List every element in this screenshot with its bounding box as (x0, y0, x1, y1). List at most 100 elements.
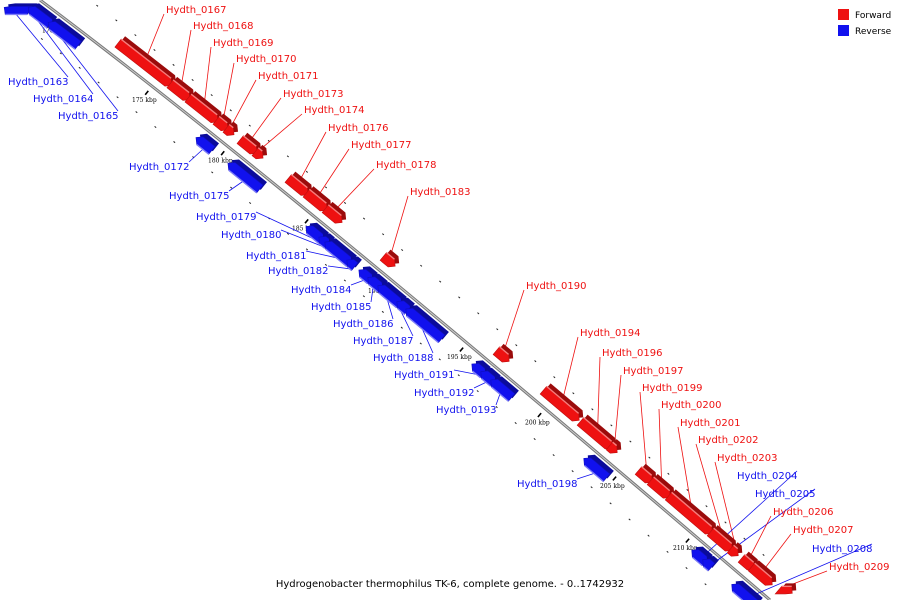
gene-label[interactable]: Hydth_0171 (258, 71, 319, 82)
gene-labels: Hydth_0163 Hydth_0164 Hydth_0165 Hydth_0167… (8, 5, 890, 573)
leader-line (762, 533, 792, 571)
track-dot (305, 170, 309, 173)
scale-tick (612, 476, 617, 481)
gene-arrow (222, 124, 235, 136)
track-dot (496, 328, 499, 331)
track-dot (249, 201, 252, 204)
gene-hydth-0182[interactable] (346, 256, 362, 272)
gene-hydth-0203[interactable] (726, 542, 743, 557)
gene-label[interactable]: Hydth_0165 (58, 111, 119, 122)
gene-label[interactable]: Hydth_0196 (602, 348, 663, 359)
leader-line (614, 374, 622, 444)
leader-line (203, 46, 212, 105)
gene-highlight (702, 566, 709, 572)
gene-label[interactable]: Hydth_0177 (351, 140, 412, 151)
gene-label[interactable]: Hydth_0205 (755, 489, 816, 500)
gene-hydth-0164[interactable] (27, 3, 58, 29)
scale-tick-label: 175 kbp (132, 97, 157, 104)
gene-label[interactable]: Hydth_0209 (829, 562, 890, 573)
gene-label[interactable]: Hydth_0202 (698, 435, 759, 446)
gene-hydth-0205[interactable] (702, 556, 719, 572)
gene-label[interactable]: Hydth_0208 (812, 544, 873, 555)
track-dot (609, 502, 612, 505)
gene-hydth-0188[interactable] (405, 305, 449, 344)
gene-hydth-0201[interactable] (664, 489, 717, 535)
gene-label[interactable]: Hydth_0201 (680, 418, 741, 429)
gene-label[interactable]: Hydth_0185 (311, 302, 372, 313)
gene-hydth-0200[interactable] (646, 473, 675, 499)
gene-label[interactable]: Hydth_0186 (333, 319, 394, 330)
gene-label[interactable]: Hydth_0198 (517, 479, 578, 490)
gene-hydth-0172[interactable] (195, 133, 220, 155)
gene-hydth-0176[interactable] (284, 171, 313, 196)
gene-hydth-0209[interactable] (774, 583, 797, 595)
gene-label[interactable]: Hydth_0203 (717, 453, 778, 464)
gene-highlight (172, 79, 190, 94)
gene-label[interactable]: Hydth_0190 (526, 281, 587, 292)
gene-hydth-0171[interactable] (222, 121, 239, 136)
track-dot (477, 312, 480, 315)
gene-label[interactable]: Hydth_0173 (283, 89, 344, 100)
leader-line (503, 289, 525, 351)
gene-hydth-0183[interactable] (379, 249, 400, 268)
leader-line (400, 311, 414, 337)
track-dot (191, 78, 194, 81)
track-dot (439, 280, 442, 283)
gene-label[interactable]: Hydth_0192 (414, 388, 475, 399)
gene-label[interactable]: Hydth_0193 (436, 405, 497, 416)
gene-hydth-0197[interactable] (605, 439, 622, 454)
gene-highlight (368, 283, 378, 293)
gene-highlight (691, 556, 703, 567)
gene-label[interactable]: Hydth_0175 (169, 191, 230, 202)
gene-label[interactable]: Hydth_0191 (394, 370, 455, 381)
gene-label[interactable]: Hydth_0181 (246, 251, 307, 262)
gene-label[interactable]: Hydth_0204 (737, 471, 798, 482)
gene-label[interactable]: Hydth_0170 (236, 54, 297, 65)
gene-hydth-0194[interactable] (539, 383, 584, 422)
gene-label[interactable]: Hydth_0168 (193, 21, 254, 32)
gene-highlight (327, 204, 342, 217)
leader-line (422, 329, 434, 354)
gene-label[interactable]: Hydth_0182 (268, 266, 329, 277)
gene-hydth-0207[interactable] (747, 560, 777, 586)
gene-hydth-0187[interactable] (396, 297, 415, 315)
gene-hydth-0165[interactable] (47, 18, 86, 50)
gene-hydth-0181[interactable] (324, 238, 357, 267)
gene-label[interactable]: Hydth_0188 (373, 353, 434, 364)
gene-label[interactable]: Hydth_0187 (353, 336, 414, 347)
gene-label[interactable]: Hydth_0172 (129, 162, 190, 173)
track-dot (704, 583, 707, 586)
gene-highlight (325, 248, 348, 267)
gene-label[interactable]: Hydth_0163 (8, 77, 69, 88)
gene-hydth-0193[interactable] (490, 376, 519, 402)
gene-hydth-0190[interactable] (492, 343, 514, 363)
gene-label[interactable]: Hydth_0207 (793, 525, 854, 536)
gene-hydth-0206[interactable] (737, 551, 759, 571)
gene-hydth-0175[interactable] (227, 159, 267, 194)
gene-label[interactable]: Hydth_0194 (580, 328, 641, 339)
gene-label[interactable]: Hydth_0179 (196, 212, 257, 223)
track-dot (343, 279, 346, 282)
gene-label[interactable]: Hydth_0199 (642, 383, 703, 394)
gene-label[interactable]: Hydth_0180 (221, 230, 282, 241)
gene-hydth-0198[interactable] (583, 454, 614, 483)
gene-label[interactable]: Hydth_0206 (773, 507, 834, 518)
gene-hydth-0178[interactable] (321, 201, 347, 224)
gene-label[interactable]: Hydth_0169 (213, 38, 274, 49)
gene-hydth-0177[interactable] (302, 186, 332, 212)
gene-hydth-0169[interactable] (184, 91, 223, 123)
gene-label[interactable]: Hydth_0176 (328, 123, 389, 134)
gene-label[interactable]: Hydth_0178 (376, 160, 437, 171)
gene-hydth-0167[interactable] (114, 36, 176, 87)
gene-label[interactable]: Hydth_0200 (661, 400, 722, 411)
gene-hydth-0196[interactable] (576, 414, 617, 450)
gene-label[interactable]: Hydth_0167 (166, 5, 227, 16)
leader-line (697, 470, 798, 562)
gene-label[interactable]: Hydth_0183 (410, 187, 471, 198)
gene-label[interactable]: Hydth_0184 (291, 285, 352, 296)
track-dot (743, 537, 746, 540)
gene-label[interactable]: Hydth_0164 (33, 94, 94, 105)
gene-hydth-0174[interactable] (251, 144, 268, 160)
gene-label[interactable]: Hydth_0174 (304, 105, 365, 116)
gene-label[interactable]: Hydth_0197 (623, 366, 684, 377)
